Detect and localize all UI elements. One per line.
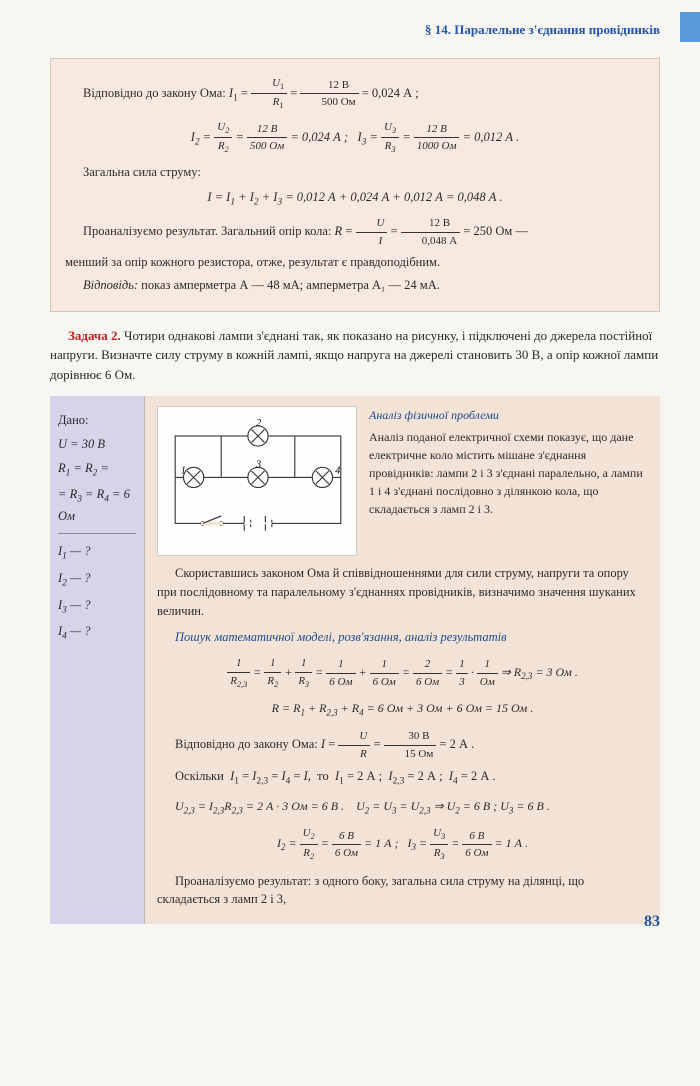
lamp-4-label: 4 — [335, 466, 340, 477]
text: Проаналізуємо результат. Загальний опір … — [83, 224, 331, 238]
lamp-1-label: 1 — [181, 466, 186, 477]
text: Відповідно до закону Ома: — [83, 85, 226, 99]
task2-text: Чотири однакові лампи з'єднані так, як п… — [50, 328, 658, 382]
analysis-body: Аналіз поданої електричної схеми показує… — [369, 428, 648, 518]
box1-answer: Відповідь: показ амперметра А — 48 мА; а… — [65, 276, 645, 295]
sol-p1: Скориставшись законом Ома й співвідношен… — [157, 564, 648, 620]
solution-box-1: Відповідно до закону Ома: I1 = U1R1 = 12… — [50, 58, 660, 312]
lamp-2-label: 2 — [256, 418, 261, 429]
given-r2: = R3 = R4 = 6 Ом — [58, 485, 136, 525]
page-number: 83 — [644, 910, 660, 934]
formula-4: U2,3 = I2,3R2,3 = 2 А · 3 Ом = 6 В . U2 … — [157, 797, 648, 818]
sol-p2: Відповідно до закону Ома: I = UR = 30 В1… — [157, 728, 648, 762]
circuit-svg: 1 2 3 4 — [164, 413, 352, 551]
task2-solution-grid: Дано: U = 30 В R1 = R2 = = R3 = R4 = 6 О… — [50, 396, 660, 924]
given-u: U = 30 В — [58, 435, 136, 454]
page-content: § 14. Паралельне з'єднання провідників В… — [0, 0, 700, 944]
given-r1: R1 = R2 = — [58, 459, 136, 481]
sol-p4: Проаналізуємо результат: з одного боку, … — [157, 872, 648, 910]
task2-statement: Задача 2. Чотири однакові лампи з'єднані… — [50, 326, 660, 385]
box1-line4: Проаналізуємо результат. Загальний опір … — [65, 215, 645, 249]
separator — [58, 533, 136, 534]
box1-eq2: I2 = U2R2 = 12 В500 Ом = 0,024 А ; I3 = … — [65, 119, 645, 157]
q1: I1 — ? — [58, 542, 136, 564]
formula-1: 1R2,3 = 1R2 + 1R3 = 16 Ом + 16 Ом = 26 О… — [157, 655, 648, 691]
q4: I4 — ? — [58, 622, 136, 644]
q3: I3 — ? — [58, 596, 136, 618]
header: § 14. Паралельне з'єднання провідників — [50, 20, 660, 40]
analysis-title: Аналіз фізичної проблеми — [369, 406, 648, 424]
answer-label: Відповідь: — [83, 278, 138, 292]
text: Відповідно до закону Ома: — [175, 737, 318, 751]
circuit-diagram: 1 2 3 4 — [157, 406, 357, 556]
box1-line3: Загальна сила струму: — [65, 163, 645, 182]
analysis-text: Аналіз фізичної проблеми Аналіз поданої … — [369, 406, 648, 518]
formula-2: R = R1 + R2,3 + R4 = 6 Ом + 3 Ом + 6 Ом … — [157, 699, 648, 720]
given-panel: Дано: U = 30 В R1 = R2 = = R3 = R4 = 6 О… — [50, 396, 145, 924]
q2: I2 — ? — [58, 569, 136, 591]
sol-h1: Пошук математичної моделі, розв'язання, … — [157, 628, 648, 647]
box1-eq3: I = I1 + I2 + I3 = 0,012 А + 0,024 А + 0… — [65, 188, 645, 210]
circuit-analysis-row: 1 2 3 4 Аналіз фізичної проблеми Аналіз … — [157, 406, 648, 556]
solution-panel: 1 2 3 4 Аналіз фізичної проблеми Аналіз … — [145, 396, 660, 924]
formula-5: I2 = U2R2 = 6 В6 Ом = 1 А ; I3 = U3R3 = … — [157, 825, 648, 863]
sol-p3: Оскільки I1 = I2,3 = I4 = I, то I1 = 2 А… — [157, 767, 648, 789]
given-title: Дано: — [58, 411, 136, 430]
lamp-3-label: 3 — [255, 459, 261, 470]
task2-label: Задача 2. — [68, 328, 121, 343]
box1-line1: Відповідно до закону Ома: I1 = U1R1 = 12… — [65, 75, 645, 113]
answer-text: показ амперметра А — 48 мА; амперметра А… — [141, 278, 440, 292]
section-title: § 14. Паралельне з'єднання провідників — [425, 20, 660, 40]
box1-line5: менший за опір кожного резистора, отже, … — [65, 253, 645, 272]
